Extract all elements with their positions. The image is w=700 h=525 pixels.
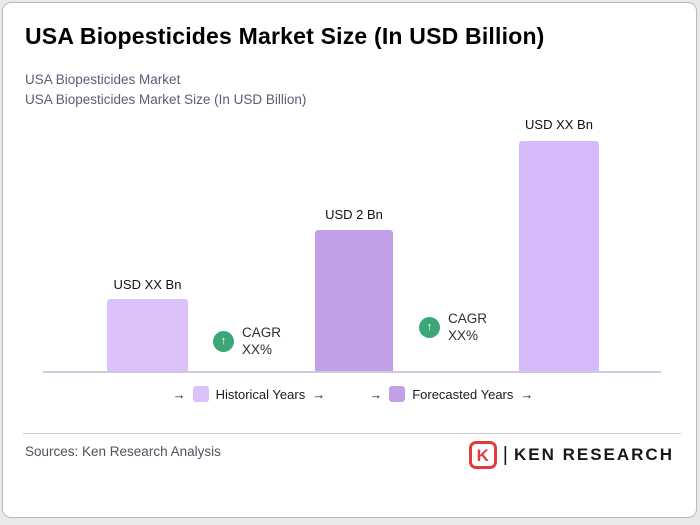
cagr-annotation-2: ↑ CAGR XX% [419,311,487,345]
up-arrow-glyph: ↑ [220,335,227,348]
legend-label-forecasted: Forecasted Years [412,386,514,402]
chart-subtitle-size: USA Biopesticides Market Size (In USD Bi… [25,92,307,107]
cagr-label: CAGR XX% [242,325,281,359]
cagr-line2: XX% [242,341,273,357]
logo-mark-letter: K [476,445,489,465]
cagr-line1: CAGR [242,325,282,340]
arrow-right-icon: → [172,386,186,402]
arrow-right-icon: → [369,386,383,402]
chart-card: USA Biopesticides Market Size (In USD Bi… [2,2,697,518]
bar-2 [315,230,393,371]
cagr-annotation-1: ↑ CAGR XX% [213,325,281,359]
chart-subtitle-market: USA Biopesticides Market [25,72,181,87]
cagr-line1: CAGR [448,311,488,326]
legend-label-historical: Historical Years [215,386,306,402]
bar-chart: USD XX Bn USD 2 Bn USD XX Bn ↑ CAGR XX% … [3,3,696,517]
ken-research-logo-icon: K [468,441,497,469]
growth-up-arrow-icon: ↑ [213,331,234,353]
footer-divider [23,433,681,434]
sources-note: Sources: Ken Research Analysis [25,444,221,459]
bar-1 [107,299,188,371]
chart-legend: → Historical Years → → Forecasted Years … [3,386,696,402]
arrow-right-icon: → [520,386,534,402]
legend-swatch-forecasted [389,386,406,402]
growth-up-arrow-icon: ↑ [419,317,440,339]
cagr-label: CAGR XX% [448,311,487,345]
arrow-right-icon: → [312,386,326,402]
bar-3 [519,141,599,371]
legend-item-historical: → Historical Years → [172,386,326,402]
cagr-line2: XX% [448,327,479,343]
bar-value-label-2: USD 2 Bn [325,207,383,222]
legend-swatch-historical [192,386,209,402]
x-axis-line [43,371,661,373]
logo-separator: | [502,443,508,466]
up-arrow-glyph: ↑ [426,321,433,334]
bar-value-label-3: USD XX Bn [525,117,593,132]
bar-value-label-1: USD XX Bn [113,277,182,292]
ken-research-logo: K | KEN RESEARCH [468,439,674,471]
logo-wordmark: KEN RESEARCH [513,445,674,464]
page-title: USA Biopesticides Market Size (In USD Bi… [25,23,545,49]
legend-item-forecasted: → Forecasted Years → [369,386,533,402]
